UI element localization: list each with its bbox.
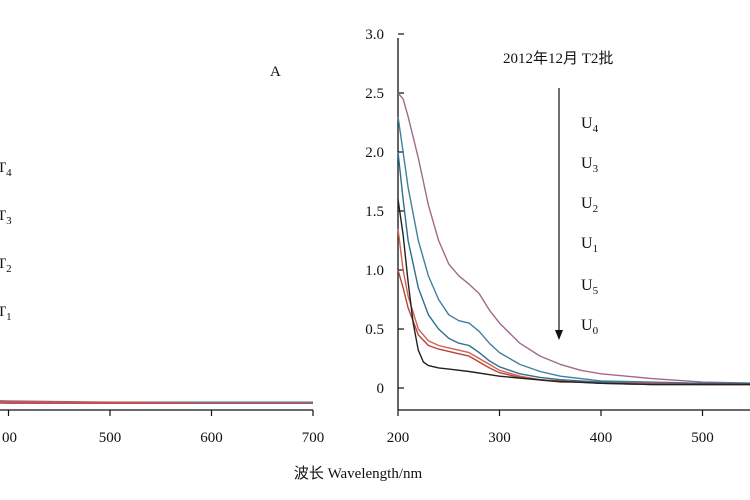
panel-a-legend-label: T2 <box>0 256 12 275</box>
panel-a-legend-labels: T4 T3 T2 T1 <box>0 160 12 323</box>
panel-b-legend-labels: U4 U3 U2 U1 U5 U0 <box>581 115 599 337</box>
panel-b-x-tick-label: 300 <box>488 430 511 446</box>
panel-b-legend-label: U2 <box>581 195 598 215</box>
panel-b-x-tick-label: 400 <box>590 430 613 446</box>
panel-b-legend-label: U4 <box>581 115 599 135</box>
panel-a-series <box>0 400 313 404</box>
panel-b-x-ticks: 200 300 400 500 <box>387 410 714 446</box>
panel-a-x-tick-label: 00 <box>2 430 17 446</box>
panel-b-y-tick-label: 0.5 <box>365 322 384 338</box>
panel-a-series-t1 <box>0 402 313 404</box>
panel-b-series-u1 <box>397 228 750 386</box>
panel-b-series-u3 <box>397 116 750 384</box>
panel-a-legend-label: T1 <box>0 304 12 323</box>
panel-b-series-u4 <box>397 92 750 384</box>
panel-b-y-ticks: 0 0.5 1.0 1.5 2.0 2.5 3.0 <box>365 27 404 397</box>
panel-a-legend-label: T3 <box>0 208 12 227</box>
panel-a-x-tick-label: 500 <box>99 430 122 446</box>
panel-b-x-tick-label: 200 <box>387 430 410 446</box>
panel-a-series-t4 <box>0 400 313 403</box>
panel-b-y-tick-label: 1.0 <box>365 263 384 279</box>
panel-b-legend-label: U0 <box>581 317 599 337</box>
panel-a-legend-label: T4 <box>0 160 12 179</box>
panel-b-x-tick-label: 500 <box>691 430 714 446</box>
panel-b-arrow-head <box>555 330 563 340</box>
panel-b-series-u2 <box>397 151 750 384</box>
panel-b-legend-label: U5 <box>581 277 599 297</box>
panel-b-series-u5 <box>397 269 750 386</box>
panel-a-chart: A 00 500 600 700 T4 T3 T2 T1 <box>0 64 324 446</box>
panel-b-chart: 2012年12月 T2批 200 300 400 500 0 0.5 1.0 1.5 2.0 2… <box>365 27 750 446</box>
panel-b-series <box>397 92 750 386</box>
panel-a-x-ticks: 00 500 600 700 <box>2 410 324 446</box>
panel-b-legend-label: U3 <box>581 155 599 175</box>
panel-b-y-tick-label: 2.5 <box>365 86 384 102</box>
panel-a-x-tick-label: 700 <box>302 430 325 446</box>
panel-b-y-tick-label: 2.0 <box>365 145 384 161</box>
panel-a-series-t3 <box>0 401 313 403</box>
panel-a-label: A <box>270 64 281 80</box>
panel-b-legend-label: U1 <box>581 235 598 255</box>
panel-b-y-tick-label: 1.5 <box>365 204 384 220</box>
panel-b-y-tick-label: 3.0 <box>365 27 384 43</box>
panel-b-y-tick-label: 0 <box>377 381 385 397</box>
shared-x-axis-label: 波长 Wavelength/nm <box>294 465 423 482</box>
panel-b-annotation: 2012年12月 T2批 <box>503 50 613 67</box>
panel-a-x-tick-label: 600 <box>200 430 223 446</box>
panel-b-series-u0 <box>397 199 750 386</box>
